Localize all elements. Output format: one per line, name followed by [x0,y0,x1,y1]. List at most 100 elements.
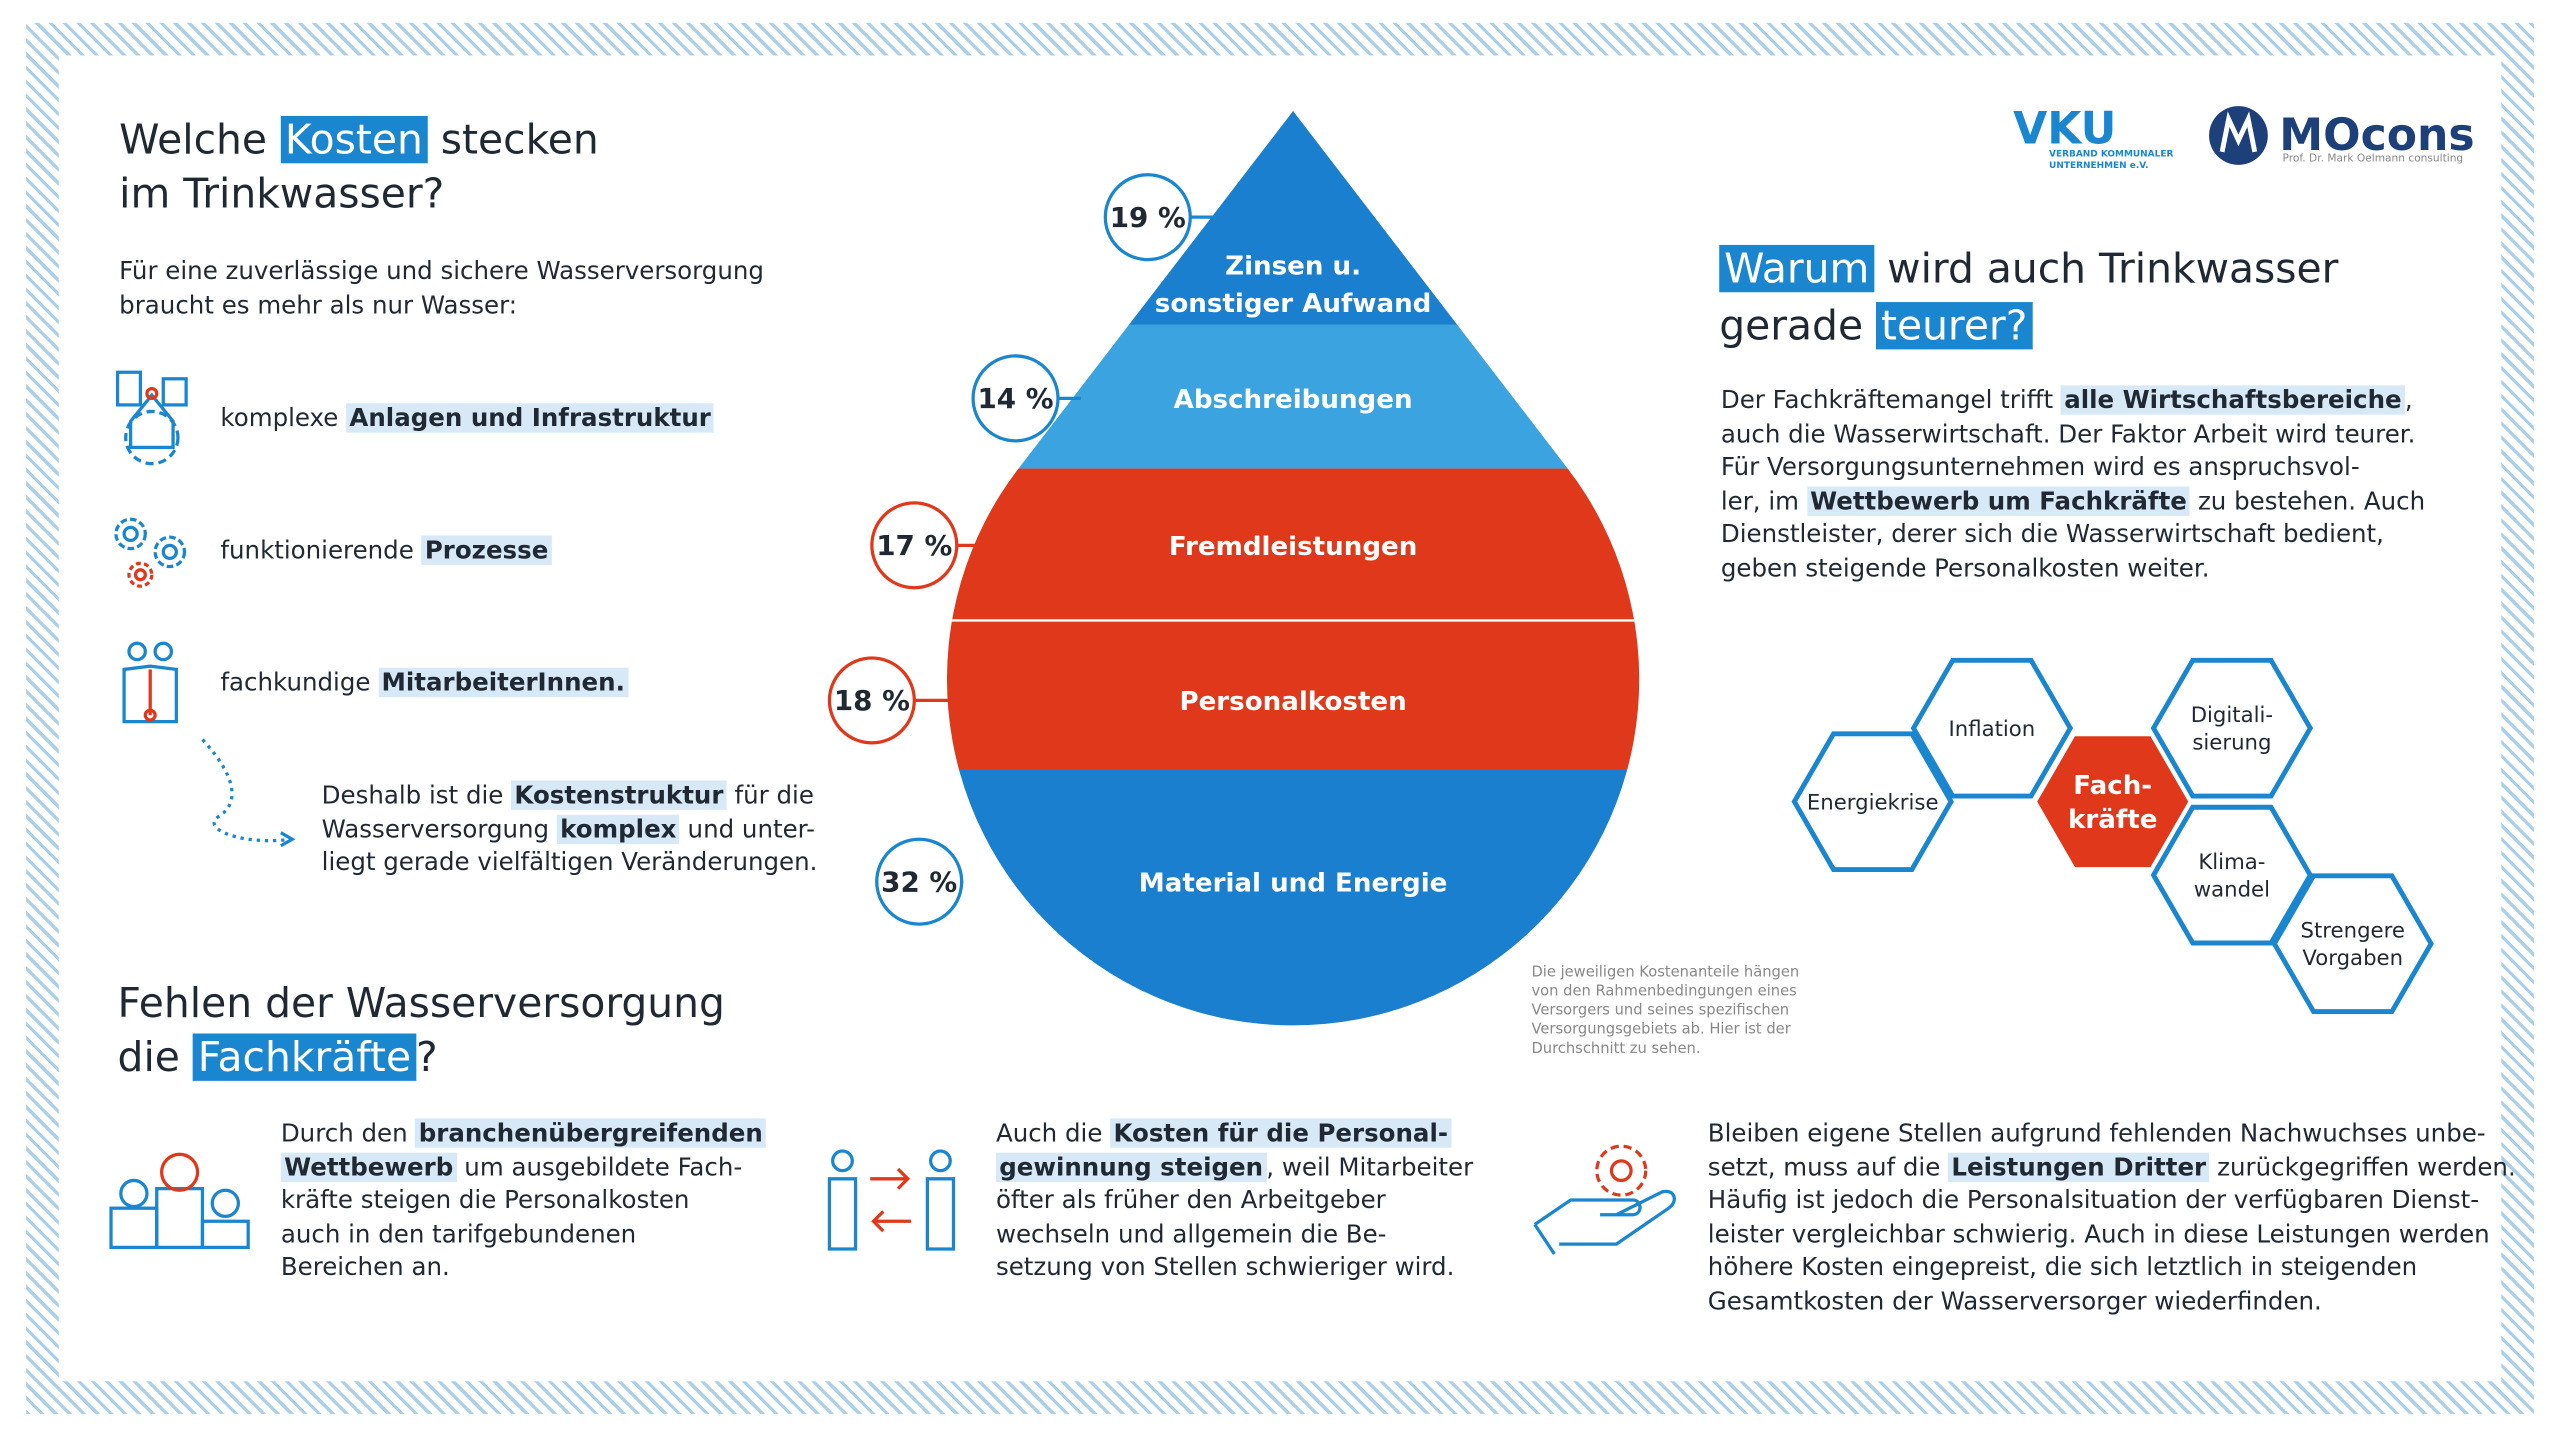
text-line: höhere Kosten eingepreist, die sich letz… [1708,1251,2516,1285]
highlight: gewinnung steigen [995,1152,1267,1181]
text-line: Auch die Kosten für die Personal- [996,1117,1473,1151]
text: Für Versorgungsunternehmen wird es anspr… [1720,452,2360,482]
highlight: Fachkräfte [192,1033,416,1081]
highlight: Kostenstruktur [511,780,727,810]
text-line: setzt, muss auf die Leistungen Dritter z… [1708,1150,2516,1184]
text: wird auch Trinkwasser [1874,244,2339,293]
text-line: Wasserversorgung komplex und unter- [322,812,818,846]
logo-vku: VKU [2013,104,2116,155]
factor-label: Inflation [1949,717,2036,742]
factor-label: wandel [2194,878,2270,903]
arrow [201,738,291,843]
icon-staff [122,641,178,724]
share-bubble [875,837,964,926]
segment-label: Personalkosten [1179,687,1406,717]
text: im Trinkwasser? [119,169,445,218]
highlight: Warum [1719,244,1875,293]
text: setzt, muss auf die [1707,1152,1949,1182]
note: Versorgungsgebiets ab. Hier ist der [1531,1021,1791,1038]
text: wechseln und allgemein die Be- [995,1219,1387,1249]
share-label: 14 % [977,382,1053,415]
text: fachkundige [220,667,379,698]
text: zurückgegriffen werden. [2209,1152,2516,1182]
text: Gesamtkosten der Wasserversorger wiederf… [1707,1286,2322,1316]
factor-label: Klima- [2198,850,2265,875]
hexagon [2150,657,2314,799]
text-line: im Trinkwasser? [119,167,599,221]
text-line: kräfte steigen die Personalkosten [281,1184,766,1218]
logo-mark [2209,106,2268,165]
hexagon [2150,804,2314,946]
text-line: fachkundige MitarbeiterInnen. [220,666,629,700]
column-text: Durch den branchenübergreifenden Wettbewe… [280,1117,767,1285]
icon-processes [114,517,187,588]
text: Fehlen der Wasserversorgung [117,979,725,1027]
arrow-head [280,831,296,848]
why-text: Der Fachkräftemangel trifft alle Wirtsch… [1721,384,2425,586]
segment-label: Abschreibungen [1174,385,1413,415]
factor-label: Digitali- [2191,703,2273,728]
text-line: auch in den tarifgebundenen [281,1218,766,1252]
text-line: setzung von Stellen schwieriger wird. [996,1251,1473,1285]
text-line: Bereichen an. [281,1251,766,1285]
item: funktionierende Prozesse [220,534,552,568]
icon-infrastructure [115,370,188,466]
text-line: funktionierende Prozesse [220,534,552,568]
highlight: Prozesse [421,535,552,565]
text-line: gewinnung steigen, weil Mitarbeiter [995,1150,1473,1184]
hexagon [1791,731,1954,872]
text-line: Warum wird auch Trinkwasser [1719,240,2338,297]
text: Welche [119,115,281,164]
text: öfter als früher den Arbeitgeber [995,1185,1386,1216]
share-bubble [870,501,959,590]
icon-hand-gear [1533,1144,1676,1255]
text: Häufig ist jedoch die Personalsituation … [1707,1185,2480,1216]
logo-subtitle: Prof. Dr. Mark Oelmann consulting [2283,152,2464,165]
factor-label: Fach- [2073,771,2152,801]
text: Bleiben eigene Stellen aufgrund fehlende… [1707,1118,2486,1148]
factor-label: sierung [2192,731,2271,756]
hexagon [2271,873,2434,1015]
highlight: Anlagen und Infrastruktur [346,403,715,433]
highlight: komplex [556,814,680,844]
text-line: braucht es mehr als nur Wasser: [119,288,764,322]
note: Versorgers und seines spezifischen [1531,1002,1789,1019]
text: auch in den tarifgebundenen [280,1219,637,1249]
segment-label: Material und Energie [1139,868,1448,898]
text: Wasserversorgung [321,814,557,844]
text: höhere Kosten eingepreist, die sich letz… [1707,1252,2418,1283]
segment-label: sonstiger Aufwand [1155,289,1432,319]
text-line: Bleiben eigene Stellen aufgrund fehlende… [1708,1117,2516,1151]
text-line: Dienstleister, derer sich die Wasserwirt… [1721,518,2425,552]
highlight: Leistungen Dritter [1948,1152,2210,1181]
share-bubble [827,656,916,745]
text: ler, im [1720,486,1807,516]
text-line: Für Versorgungsunternehmen wird es anspr… [1721,451,2425,485]
segment [946,468,1640,621]
text-line: Für eine zuverlässige und sichere Wasser… [119,255,764,289]
highlight: branchenübergreifenden [415,1118,767,1148]
intro-text: Für eine zuverlässige und sichere Wasser… [119,255,764,322]
item: fachkundige MitarbeiterInnen. [220,666,629,700]
text: Bereichen an. [280,1252,450,1283]
text-line: komplexe Anlagen und Infrastruktur [220,402,715,436]
factor-label: Vorgaben [2302,946,2403,971]
conclusion: Deshalb ist die Kostenstruktur für die Wa… [321,779,818,880]
text: zu bestehen. Auch [2190,486,2426,516]
text: für die [726,780,814,810]
highlight: Kosten [280,115,428,164]
logo-mocons: MOcons [2279,110,2474,161]
segment [946,620,1640,770]
text-line: öfter als früher den Arbeitgeber [996,1184,1473,1218]
share-bubble [1103,173,1192,262]
text: geben steigende Personalkosten weiter. [1720,553,2210,583]
logo-subtitle: VERBAND KOMMUNALER [2049,150,2173,160]
text: Für eine zuverlässige und sichere Wasser… [119,256,764,286]
factor-label: Strengere [2301,918,2405,943]
text-line: gerade teurer? [1719,297,2338,354]
text: Deshalb ist die [321,780,512,810]
